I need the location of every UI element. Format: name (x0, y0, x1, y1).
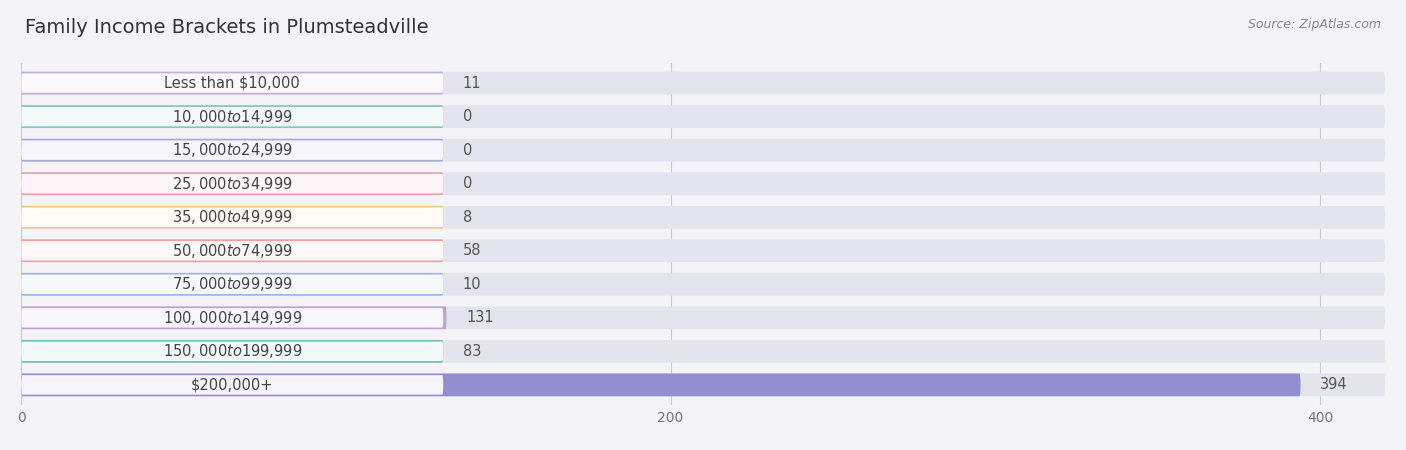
Text: Family Income Brackets in Plumsteadville: Family Income Brackets in Plumsteadville (25, 18, 429, 37)
Text: $200,000+: $200,000+ (191, 378, 273, 392)
Text: 8: 8 (463, 210, 472, 225)
FancyBboxPatch shape (21, 174, 443, 194)
FancyBboxPatch shape (21, 340, 1385, 363)
FancyBboxPatch shape (21, 139, 1385, 162)
FancyBboxPatch shape (21, 306, 447, 329)
Text: $25,000 to $34,999: $25,000 to $34,999 (172, 175, 292, 193)
Text: 11: 11 (463, 76, 481, 90)
FancyBboxPatch shape (21, 107, 443, 126)
FancyBboxPatch shape (21, 139, 443, 162)
Text: 83: 83 (463, 344, 481, 359)
Text: 0: 0 (463, 176, 472, 191)
Text: 0: 0 (463, 109, 472, 124)
FancyBboxPatch shape (21, 375, 443, 395)
Text: 0: 0 (463, 143, 472, 158)
FancyBboxPatch shape (21, 72, 443, 94)
FancyBboxPatch shape (21, 207, 443, 227)
FancyBboxPatch shape (21, 308, 443, 328)
FancyBboxPatch shape (21, 340, 443, 363)
FancyBboxPatch shape (21, 73, 443, 93)
FancyBboxPatch shape (21, 273, 1385, 296)
Text: $15,000 to $24,999: $15,000 to $24,999 (172, 141, 292, 159)
Text: 10: 10 (463, 277, 481, 292)
FancyBboxPatch shape (21, 306, 1385, 329)
Text: $50,000 to $74,999: $50,000 to $74,999 (172, 242, 292, 260)
FancyBboxPatch shape (21, 342, 443, 361)
Text: 58: 58 (463, 243, 481, 258)
FancyBboxPatch shape (21, 206, 443, 229)
FancyBboxPatch shape (21, 105, 443, 128)
Text: Source: ZipAtlas.com: Source: ZipAtlas.com (1247, 18, 1381, 31)
FancyBboxPatch shape (21, 374, 1301, 396)
FancyBboxPatch shape (21, 239, 1385, 262)
Text: $150,000 to $199,999: $150,000 to $199,999 (163, 342, 302, 360)
FancyBboxPatch shape (21, 172, 1385, 195)
FancyBboxPatch shape (21, 206, 1385, 229)
Text: $75,000 to $99,999: $75,000 to $99,999 (172, 275, 292, 293)
FancyBboxPatch shape (21, 274, 443, 294)
Text: Less than $10,000: Less than $10,000 (165, 76, 299, 90)
Text: $35,000 to $49,999: $35,000 to $49,999 (172, 208, 292, 226)
Text: 131: 131 (465, 310, 494, 325)
FancyBboxPatch shape (21, 239, 443, 262)
FancyBboxPatch shape (21, 241, 443, 261)
FancyBboxPatch shape (21, 374, 1385, 396)
FancyBboxPatch shape (21, 72, 1385, 94)
Text: $10,000 to $14,999: $10,000 to $14,999 (172, 108, 292, 126)
FancyBboxPatch shape (21, 172, 443, 195)
FancyBboxPatch shape (21, 105, 1385, 128)
FancyBboxPatch shape (21, 140, 443, 160)
Text: $100,000 to $149,999: $100,000 to $149,999 (163, 309, 302, 327)
Text: 394: 394 (1320, 378, 1347, 392)
FancyBboxPatch shape (21, 273, 443, 296)
